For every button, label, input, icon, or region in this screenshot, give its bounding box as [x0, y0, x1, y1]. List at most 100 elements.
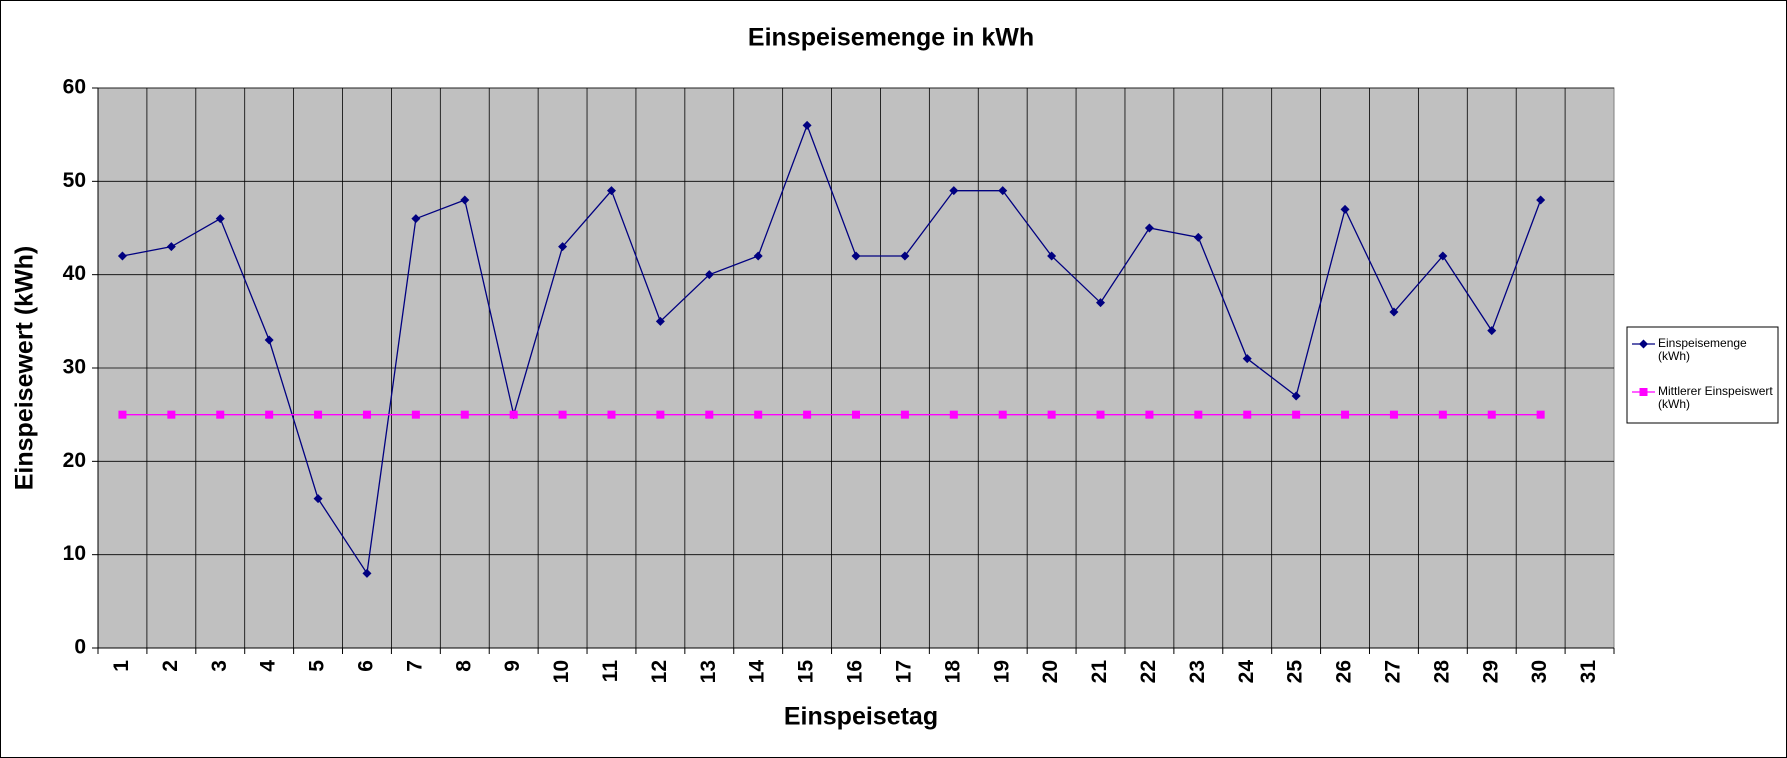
data-point: [558, 410, 567, 419]
data-point: [998, 186, 1008, 196]
legend-entry: Mittlerer Einspeiswert (kWh): [1658, 385, 1773, 411]
data-point: [460, 195, 470, 205]
data-point: [803, 410, 812, 419]
x-tick-label: 8: [452, 660, 475, 672]
data-point: [215, 214, 225, 224]
y-tick-label: 20: [63, 449, 86, 472]
data-point: [1144, 223, 1154, 233]
data-point: [558, 242, 568, 252]
data-point: [656, 410, 665, 419]
data-point: [118, 410, 127, 419]
data-point: [1438, 410, 1447, 419]
data-point: [1291, 391, 1301, 401]
x-tick-label: 24: [1235, 660, 1258, 684]
data-point: [1243, 410, 1252, 419]
data-point: [314, 410, 323, 419]
legend-entry: Einspeisemenge (kWh): [1658, 337, 1747, 363]
x-tick-label: 21: [1088, 660, 1111, 684]
y-tick-label: 30: [63, 356, 86, 379]
y-tick-label: 50: [63, 169, 86, 192]
data-point: [704, 270, 714, 280]
data-point: [802, 120, 812, 130]
data-point: [1145, 410, 1154, 419]
data-point: [1639, 388, 1648, 396]
x-tick-label: 17: [892, 660, 915, 683]
data-point: [265, 410, 274, 419]
x-tick-label: 29: [1479, 660, 1502, 683]
x-tick-label: 30: [1528, 660, 1551, 683]
x-axis-label: Einspeisetag: [784, 703, 938, 731]
chart-title: Einspeisemenge in kWh: [748, 24, 1034, 52]
data-point: [1047, 251, 1057, 261]
data-point: [362, 568, 372, 578]
x-tick-label: 15: [795, 660, 818, 684]
x-tick-label: 26: [1333, 660, 1356, 683]
x-tick-label: 16: [844, 660, 867, 683]
x-tick-label: 22: [1137, 660, 1160, 683]
x-tick-label: 10: [550, 660, 573, 683]
data-point: [166, 242, 176, 252]
data-point: [606, 186, 616, 196]
data-point: [607, 410, 616, 419]
x-tick-label: 9: [501, 660, 524, 672]
data-point: [1194, 410, 1203, 419]
x-tick-label: 18: [941, 660, 964, 684]
x-tick-label: 11: [599, 660, 622, 683]
legend-label: Mittlerer Einspeiswert (kWh): [1658, 385, 1773, 411]
data-point: [167, 410, 176, 419]
x-tick-label: 19: [990, 660, 1013, 683]
legend-label: Einspeisemenge (kWh): [1658, 337, 1747, 363]
x-tick-label: 7: [403, 660, 426, 672]
data-point: [1389, 307, 1399, 317]
data-point: [655, 316, 665, 326]
x-tick-label: 2: [159, 660, 182, 672]
data-point: [216, 410, 225, 419]
data-point: [1536, 195, 1546, 205]
data-point: [1536, 410, 1545, 419]
data-point: [460, 410, 469, 419]
data-point: [753, 251, 763, 261]
legend-box: [1626, 326, 1779, 424]
data-point: [313, 494, 323, 504]
data-point: [1292, 410, 1301, 419]
data-point: [1487, 326, 1497, 336]
x-tick-label: 1: [110, 660, 133, 672]
data-point: [852, 410, 860, 419]
x-tick-label: 12: [648, 660, 671, 683]
data-point: [705, 410, 714, 419]
data-point: [1193, 232, 1203, 242]
data-point: [264, 335, 274, 345]
data-point: [117, 251, 127, 261]
data-point: [900, 251, 910, 261]
x-tick-label: 20: [1039, 660, 1062, 683]
x-tick-label: 6: [355, 660, 378, 672]
x-tick-label: 25: [1284, 660, 1307, 684]
x-tick-label: 13: [697, 660, 720, 683]
data-point: [362, 410, 371, 419]
data-point: [900, 410, 909, 419]
data-point: [851, 251, 861, 261]
data-point: [411, 410, 420, 419]
data-point: [1242, 354, 1252, 364]
data-point: [1047, 410, 1056, 419]
data-point: [1096, 410, 1105, 419]
y-axis-label: Einspeisewert (kWh): [11, 246, 39, 491]
x-tick-label: 27: [1381, 660, 1404, 683]
x-tick-label: 23: [1186, 660, 1209, 683]
x-tick-label: 28: [1430, 660, 1453, 684]
data-point: [998, 410, 1007, 419]
x-tick-label: 4: [257, 660, 280, 672]
y-tick-label: 10: [63, 542, 86, 565]
x-tick-label: 31: [1577, 660, 1600, 684]
y-tick-label: 0: [74, 636, 86, 659]
x-tick-label: 14: [746, 660, 769, 684]
data-point: [1096, 298, 1106, 308]
data-point: [949, 186, 959, 196]
data-point: [1487, 410, 1496, 419]
series-line: [122, 123, 1542, 576]
data-point: [1341, 410, 1350, 419]
data-point: [411, 214, 421, 224]
data-point: [509, 410, 518, 419]
data-point: [949, 410, 958, 419]
